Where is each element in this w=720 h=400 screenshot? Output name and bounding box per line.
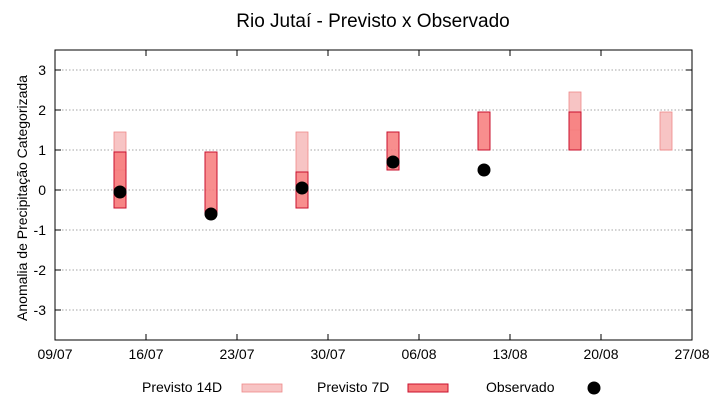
- y-tick-label: 1: [38, 142, 46, 158]
- y-tick-label: 2: [38, 102, 46, 118]
- x-tick-label: 30/07: [310, 346, 345, 362]
- bar-previsto-14d: [295, 131, 309, 173]
- bar-previsto-7d: [204, 151, 218, 215]
- series-layer: [113, 91, 673, 221]
- x-tick-label: 09/07: [37, 346, 72, 362]
- chart-title: Rio Jutaí - Previsto x Observado: [236, 11, 510, 32]
- y-tick-label: 0: [38, 182, 46, 198]
- y-tick-label: 3: [38, 62, 46, 78]
- point-observado: [113, 185, 127, 199]
- legend-marker-observado: [587, 381, 601, 395]
- legend: Previsto 14D Previsto 7D Observado: [142, 379, 601, 395]
- x-tick-label: 20/08: [583, 346, 618, 362]
- y-tick-label: -2: [34, 262, 47, 278]
- bar-previsto-7d: [568, 111, 582, 151]
- legend-swatch-previsto-7d: [407, 383, 449, 393]
- plot-frame: [54, 49, 693, 341]
- point-observado: [477, 163, 491, 177]
- point-observado: [295, 181, 309, 195]
- legend-label-observado: Observado: [486, 379, 555, 395]
- x-tick-label: 06/08: [401, 346, 436, 362]
- x-tick-label: 23/07: [219, 346, 254, 362]
- point-observado: [386, 155, 400, 169]
- bar-previsto-7d: [113, 151, 127, 209]
- legend-swatch-previsto-14d: [241, 383, 283, 393]
- y-tick-label: -1: [34, 222, 47, 238]
- y-axis-label: Anomalia de Precipitação Categorizada: [14, 75, 30, 321]
- x-tick-label: 16/07: [128, 346, 163, 362]
- y-tick-label: -3: [34, 302, 47, 318]
- grid-layer: [55, 69, 692, 311]
- x-tick-label: 27/08: [674, 346, 709, 362]
- legend-label-previsto-14d: Previsto 14D: [142, 379, 222, 395]
- legend-label-previsto-7d: Previsto 7D: [317, 379, 389, 395]
- x-tick-label: 13/08: [492, 346, 527, 362]
- axis-layer: 3 2 1 0 -1 -2 -3 09/07 16/07 23/07 30/07 06/08 13/08…: [34, 50, 710, 362]
- point-observado: [204, 207, 218, 221]
- bar-previsto-7d: [477, 111, 491, 151]
- bar-previsto-14d: [659, 111, 673, 151]
